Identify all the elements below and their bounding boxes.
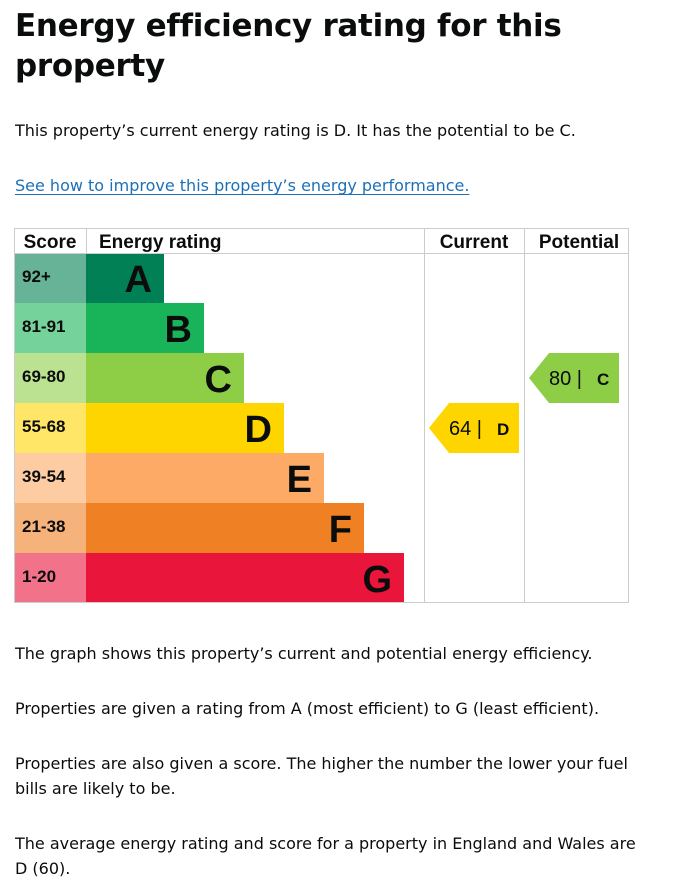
rating-bar-d	[86, 403, 284, 453]
rating-bar-a	[86, 253, 164, 303]
rating-bar-g	[86, 553, 404, 603]
score-range-e: 39-54	[22, 467, 66, 486]
improve-performance-link[interactable]: See how to improve this property’s energ…	[15, 176, 470, 195]
score-cell-e	[14, 453, 86, 503]
rating-letter-b: B	[165, 309, 192, 351]
rating-letter-g: G	[362, 559, 392, 601]
rating-bar-f	[86, 503, 364, 553]
rating-letter-d: D	[245, 409, 272, 451]
graph-explanation: The graph shows this property’s current …	[15, 644, 593, 663]
rating-letter-c: C	[205, 359, 232, 401]
current-rating-arrow-shape	[429, 403, 519, 453]
chart-grid	[14, 228, 629, 603]
rating-bands: 92+ A 81-91 B 69-80 C 55-68 D 39-54 E 21-38 F 1-20 G	[14, 253, 404, 603]
score-range-b: 81-91	[22, 317, 65, 336]
header-potential: Potential	[539, 232, 619, 253]
score-cell-d	[14, 403, 86, 453]
score-cell-g	[14, 553, 86, 603]
score-range-f: 21-38	[22, 517, 65, 536]
rating-letter-f: F	[329, 509, 352, 551]
score-range-a: 92+	[22, 267, 51, 286]
score-cell-a	[14, 253, 86, 303]
potential-rating-arrow: 80 | C	[529, 353, 619, 403]
rating-bar-e	[86, 453, 324, 503]
current-rating-summary: This property’s current energy rating is…	[15, 121, 576, 140]
score-explanation: Properties are also given a score. The h…	[15, 754, 628, 798]
rating-letter-e: E	[287, 459, 312, 501]
score-cell-b	[14, 303, 86, 353]
potential-rating-arrow-letter: C	[597, 370, 609, 389]
page-title: Energy efficiency rating for this proper…	[15, 8, 562, 84]
header-energy-rating: Energy rating	[99, 232, 221, 253]
chart-header: Score Energy rating Current Potential	[24, 232, 620, 253]
rating-bar-c	[86, 353, 244, 403]
score-range-g: 1-20	[22, 567, 56, 586]
score-range-c: 69-80	[22, 367, 65, 386]
rating-arrows: 64 | D 80 | C	[429, 353, 619, 453]
score-cell-f	[14, 503, 86, 553]
header-current: Current	[440, 232, 509, 253]
current-rating-arrow: 64 | D	[429, 403, 519, 453]
potential-rating-arrow-score: 80 |	[549, 368, 582, 390]
score-range-d: 55-68	[22, 417, 65, 436]
current-rating-arrow-letter: D	[497, 420, 509, 439]
rating-explanation: Properties are given a rating from A (mo…	[15, 699, 600, 718]
average-rating-note: The average energy rating and score for …	[15, 834, 636, 878]
score-cell-c	[14, 353, 86, 403]
rating-letter-a: A	[125, 259, 152, 301]
rating-bar-b	[86, 303, 204, 353]
header-score: Score	[24, 232, 77, 253]
potential-rating-arrow-shape	[529, 353, 619, 403]
current-rating-arrow-score: 64 |	[449, 418, 482, 440]
